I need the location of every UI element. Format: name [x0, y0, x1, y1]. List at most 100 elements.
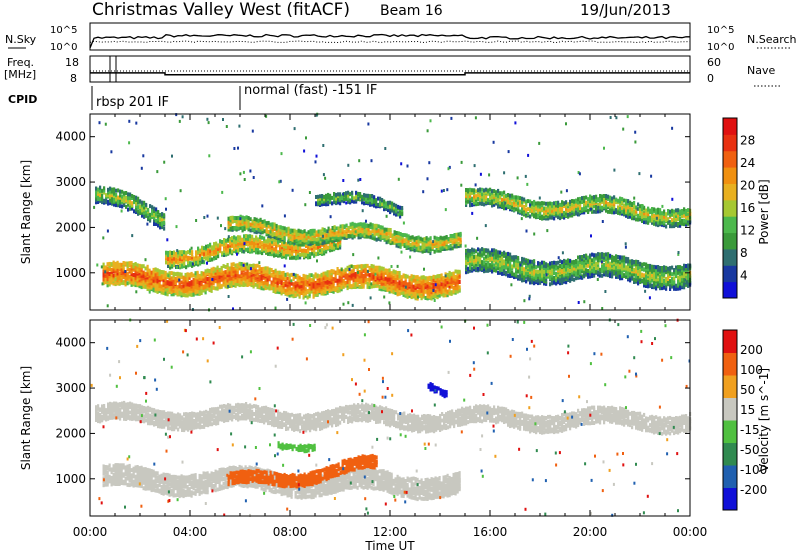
heatmap-cell — [236, 273, 239, 278]
heatmap-cell — [325, 196, 328, 201]
heatmap-cell — [249, 228, 252, 233]
heatmap-cell — [163, 226, 166, 231]
heatmap-cell — [353, 234, 356, 239]
heatmap-cell — [208, 283, 211, 288]
heatmap-cell — [613, 195, 616, 200]
heatmap-cell — [387, 205, 390, 210]
heatmap-cell — [557, 279, 560, 284]
heatmap-cell — [623, 198, 626, 203]
heatmap-cell — [430, 292, 433, 297]
heatmap-cell — [219, 247, 222, 252]
heatmap-cell — [448, 270, 451, 275]
heatmap-cell — [420, 288, 423, 293]
heatmap-cell — [523, 270, 526, 275]
heatmap-cell — [219, 239, 222, 244]
heatmap-cell — [244, 271, 247, 276]
heatmap-cell — [312, 287, 315, 292]
heatmap-cell — [236, 267, 239, 272]
heatmap-cell — [601, 264, 604, 269]
heatmap-cell — [579, 203, 582, 208]
heatmap-cell — [569, 258, 572, 263]
heatmap-cell — [335, 196, 338, 201]
heatmap-cell — [379, 227, 382, 232]
cpid-panel: CPID rbsp 201 IF normal (fast) -151 IF — [8, 83, 377, 110]
heatmap-cell — [375, 204, 378, 209]
heatmap-cell — [384, 282, 387, 286]
heatmap-cell — [226, 265, 229, 270]
heatmap-cell — [199, 248, 202, 253]
heatmap-cell — [437, 246, 440, 251]
heatmap-cell — [420, 293, 423, 298]
heatmap-cell — [347, 199, 350, 204]
heatmap-cell — [587, 272, 590, 277]
heatmap-cell — [581, 264, 584, 269]
heatmap-cell — [291, 255, 294, 260]
heatmap-cell — [625, 271, 628, 276]
heatmap-cell — [346, 276, 349, 281]
heatmap-cell — [465, 191, 468, 196]
heatmap-cell — [571, 208, 574, 213]
heatmap-cell — [198, 281, 201, 286]
heatmap-cell — [575, 264, 578, 269]
heatmap-cell — [378, 275, 381, 279]
heatmap-cell — [256, 277, 259, 282]
heatmap-cell — [166, 284, 169, 289]
heatmap-cell — [245, 222, 248, 227]
heatmap-cell — [226, 275, 229, 280]
heatmap-cell — [277, 250, 280, 255]
heatmap-cell — [559, 207, 562, 212]
heatmap-cell — [150, 284, 153, 288]
heatmap-cell — [353, 227, 356, 232]
heatmap-cell — [329, 228, 332, 233]
heatmap-cell — [517, 197, 520, 202]
heatmap-cell — [301, 252, 304, 257]
heatmap-cell — [407, 236, 410, 241]
heatmap-cell — [567, 277, 570, 282]
heatmap-cell — [523, 267, 526, 272]
heatmap-cell — [362, 264, 365, 269]
heatmap-cell — [294, 281, 297, 286]
heatmap-cell — [306, 282, 309, 287]
heatmap-cell — [561, 202, 564, 207]
heatmap-cell — [155, 222, 158, 226]
heatmap-cell — [156, 268, 159, 273]
heatmap-cell — [426, 276, 429, 281]
heatmap-cell — [273, 222, 276, 227]
heatmap-cell — [255, 217, 258, 222]
heatmap-cell — [348, 264, 351, 269]
heatmap-cell — [545, 262, 548, 267]
heatmap-cell — [183, 261, 186, 266]
heatmap-cell — [319, 239, 322, 244]
heatmap-cell — [593, 259, 596, 264]
heatmap-cell — [609, 207, 612, 211]
heatmap-cell — [569, 202, 572, 206]
heatmap-cell — [417, 244, 420, 249]
heatmap-cell — [289, 240, 292, 245]
heatmap-cell — [180, 291, 183, 296]
heatmap-cell — [459, 240, 462, 245]
heatmap-cell — [599, 255, 602, 260]
heatmap-cell — [563, 258, 566, 263]
heatmap-cell — [343, 235, 346, 240]
heatmap-cell — [326, 273, 329, 278]
heatmap-cell — [471, 190, 474, 195]
heatmap-cell — [499, 202, 502, 207]
heatmap-cell — [229, 218, 232, 223]
heatmap-cell — [321, 202, 324, 207]
heatmap-cell — [497, 250, 500, 255]
heatmap-cell — [406, 274, 409, 279]
heatmap-cell — [169, 262, 172, 267]
freq-tick-bottom: 8 — [70, 72, 77, 85]
heatmap-cell — [249, 222, 252, 227]
heatmap-cell — [384, 268, 387, 273]
heatmap-cell — [237, 241, 240, 246]
heatmap-cell — [511, 255, 514, 260]
heatmap-cell — [215, 250, 218, 255]
heatmap-cell — [595, 209, 598, 214]
heatmap-cell — [501, 267, 504, 272]
heatmap-cell — [525, 273, 528, 278]
heatmap-cell — [189, 248, 192, 253]
heatmap-cell — [615, 254, 618, 259]
heatmap-cell — [233, 216, 236, 220]
heatmap-cell — [539, 216, 542, 220]
